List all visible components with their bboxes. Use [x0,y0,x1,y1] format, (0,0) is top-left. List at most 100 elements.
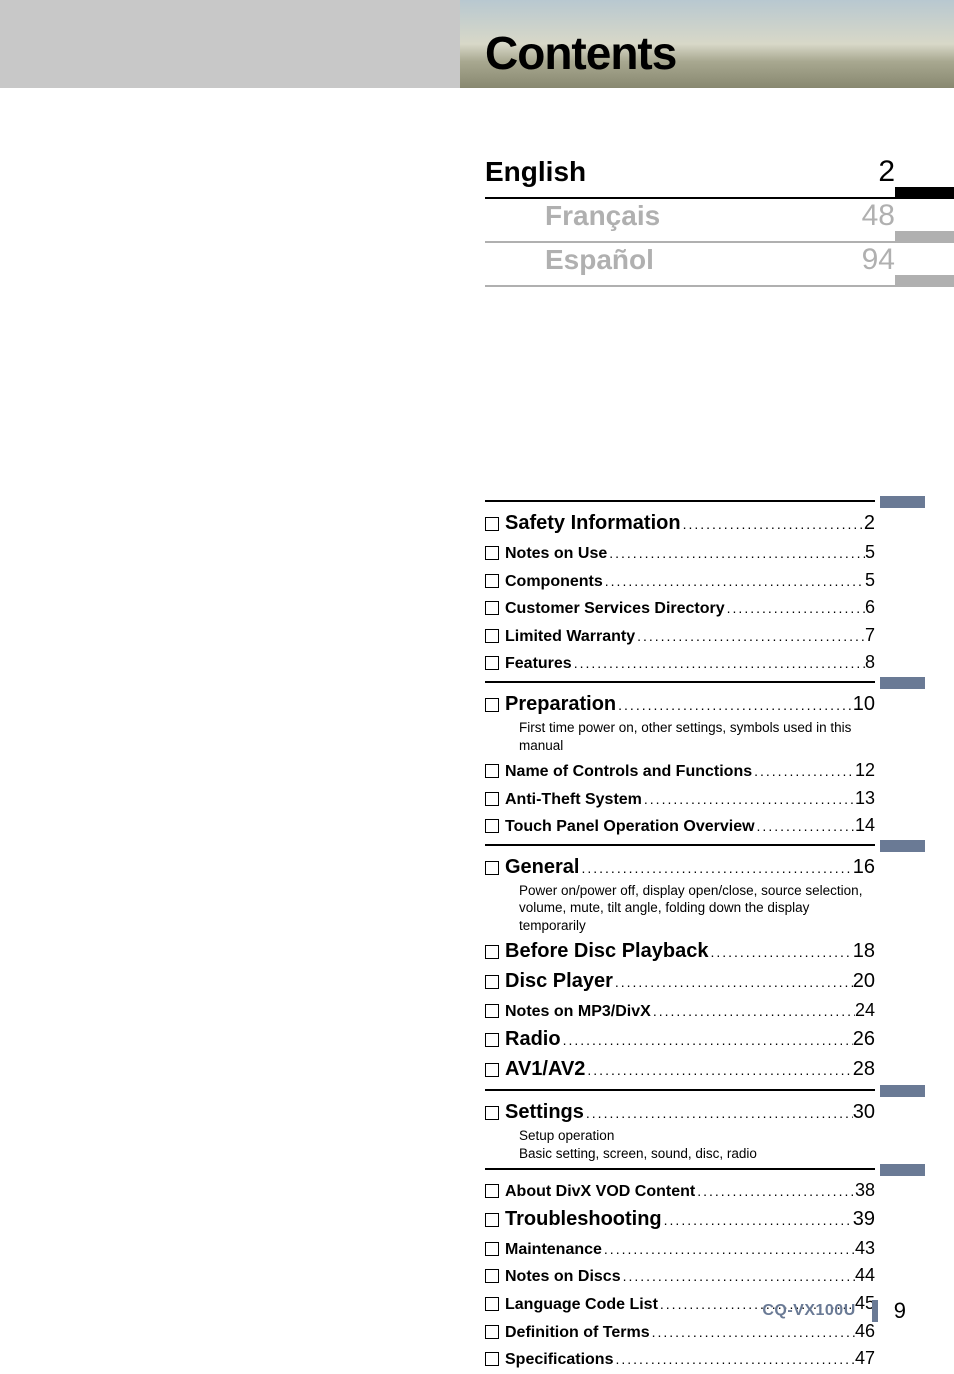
toc-entry[interactable]: Customer Services Directory.............… [485,595,875,620]
toc-leader-dots: ........................................… [616,696,853,715]
page-title: Contents [485,26,676,80]
toc-leader-dots: ........................................… [752,762,855,781]
bullet-icon [485,1033,499,1047]
toc-title: Anti-Theft System [505,789,642,811]
language-row-english[interactable]: English2 [485,155,895,199]
toc-entry[interactable]: AV1/AV2.................................… [485,1056,875,1083]
page-footer: CQ-VX100U 9 [762,1298,906,1324]
toc-entry[interactable]: Radio...................................… [485,1026,875,1053]
language-row-français[interactable]: Français48 [485,199,895,243]
toc-entry[interactable]: Notes on MP3/DivX.......................… [485,998,875,1023]
toc-leader-dots: ........................................… [602,1240,855,1259]
toc-page: 2 [864,510,875,537]
toc-page: 47 [855,1346,875,1370]
toc-title: Features [505,653,572,675]
toc-entry[interactable]: Name of Controls and Functions..........… [485,758,875,783]
section-divider [485,1089,875,1091]
section-tab [880,840,925,852]
toc-entry[interactable]: Before Disc Playback....................… [485,938,875,965]
toc-title: Notes on Discs [505,1266,621,1288]
bullet-icon [485,574,499,588]
toc-page: 14 [855,813,875,837]
section-divider [485,844,875,846]
toc-entry[interactable]: Specifications..........................… [485,1346,875,1371]
toc-entry[interactable]: Notes on Discs..........................… [485,1263,875,1288]
bullet-icon [485,629,499,643]
toc-page: 5 [865,540,875,564]
toc-page: 20 [853,968,875,995]
toc-description: Setup operation Basic setting, screen, s… [519,1127,875,1162]
toc-leader-dots: ........................................… [613,1350,854,1369]
toc-leader-dots: ........................................… [607,544,865,563]
section-divider [485,500,875,502]
language-page: 94 [862,243,895,277]
toc-page: 8 [865,650,875,674]
toc-leader-dots: ........................................… [621,1267,855,1286]
toc-leader-dots: ........................................… [635,627,865,646]
toc-entry[interactable]: Anti-Theft System.......................… [485,786,875,811]
toc-page: 38 [855,1178,875,1202]
toc-leader-dots: ........................................… [662,1211,853,1230]
toc-leader-dots: ........................................… [561,1031,853,1050]
toc-leader-dots: ........................................… [755,817,855,836]
toc-entry[interactable]: About DivX VOD Content..................… [485,1178,875,1203]
toc-entry[interactable]: Settings................................… [485,1099,875,1126]
toc-title: Troubleshooting [505,1206,662,1233]
toc-entry[interactable]: Safety Information......................… [485,510,875,537]
toc-page: 12 [855,758,875,782]
language-tab [895,275,954,287]
toc-leader-dots: ........................................… [642,790,855,809]
toc-page: 7 [865,623,875,647]
toc-leader-dots: ........................................… [579,859,852,878]
toc-page: 6 [865,595,875,619]
toc-leader-dots: ........................................… [708,943,852,962]
header-gray-block [0,0,460,88]
toc-title: Language Code List [505,1294,658,1316]
toc-leader-dots: ........................................… [651,1002,855,1021]
toc-entry[interactable]: Touch Panel Operation Overview..........… [485,813,875,838]
toc-entry[interactable]: General.................................… [485,854,875,881]
toc-page: 26 [853,1026,875,1053]
toc-page: 43 [855,1236,875,1260]
section-tab [880,1085,925,1097]
toc-title: Notes on MP3/DivX [505,1001,651,1023]
toc-page: 39 [853,1206,875,1233]
language-selector: English2Français48Español 94 [485,155,895,287]
bullet-icon [485,656,499,670]
toc-title: Settings [505,1099,584,1126]
toc-entry[interactable]: Troubleshooting.........................… [485,1206,875,1233]
toc-leader-dots: ........................................… [613,973,853,992]
toc-entry[interactable]: Maintenance.............................… [485,1236,875,1261]
toc-title: Limited Warranty [505,626,635,648]
toc-entry[interactable]: Disc Player.............................… [485,968,875,995]
toc-description: Power on/power off, display open/close, … [519,882,875,935]
toc-leader-dots: ........................................… [650,1323,855,1342]
toc-title: Maintenance [505,1239,602,1261]
toc-page: 30 [853,1099,875,1126]
toc-title: Notes on Use [505,543,607,565]
bullet-icon [485,1352,499,1366]
language-page: 2 [878,155,895,189]
toc-entry[interactable]: Limited Warranty........................… [485,623,875,648]
toc-entry[interactable]: Preparation.............................… [485,691,875,718]
toc-leader-dots: ........................................… [584,1104,853,1123]
toc-description: First time power on, other settings, sym… [519,719,875,754]
toc-entry[interactable]: Components..............................… [485,568,875,593]
language-name: Español [485,244,654,276]
toc-title: AV1/AV2 [505,1056,585,1083]
toc-entry[interactable]: Features................................… [485,650,875,675]
language-tab [895,187,954,199]
language-row-español[interactable]: Español 94 [485,243,895,287]
toc-title: Before Disc Playback [505,938,708,965]
bullet-icon [485,975,499,989]
toc-title: Touch Panel Operation Overview [505,816,755,838]
section-divider [485,681,875,683]
bullet-icon [485,1004,499,1018]
bullet-icon [485,698,499,712]
toc-entry[interactable]: Notes on Use............................… [485,540,875,565]
toc-page: 28 [853,1056,875,1083]
language-page: 48 [862,199,895,233]
bullet-icon [485,792,499,806]
bullet-icon [485,1106,499,1120]
section-tab [880,496,925,508]
